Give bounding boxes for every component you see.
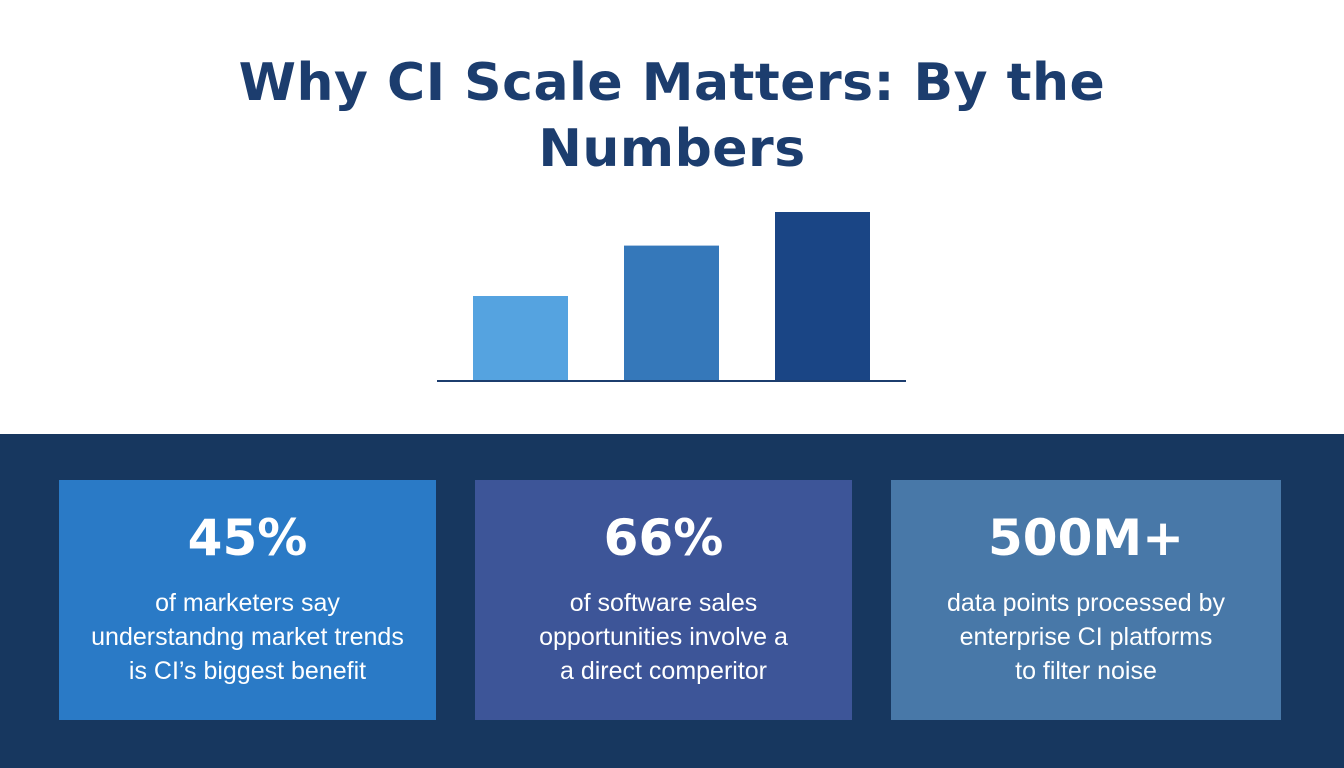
stat-description-line: of marketers say (155, 589, 340, 617)
stat-description-line: understandng market trends (91, 623, 404, 651)
stat-description-line: a direct comperitor (559, 657, 768, 685)
stat-description-line: opportunities involve a (539, 623, 788, 651)
stat-description: data points processed by enterprise CI p… (901, 586, 1271, 688)
chart-bar (473, 296, 568, 380)
stat-description-line: data points processed by (947, 589, 1225, 617)
chart-bar (775, 212, 870, 380)
header-section: Why CI Scale Matters: By the Numbers (0, 50, 1344, 382)
page-title-line-2: Numbers (538, 119, 806, 179)
stat-description: of software sales opportunities involve … (485, 586, 842, 688)
stat-value: 500M+ (987, 509, 1185, 567)
stat-card-software-sales: 66% of software sales opportunities invo… (475, 480, 852, 720)
chart-bar (624, 245, 719, 380)
stat-description-line: enterprise CI platforms (959, 623, 1213, 651)
stat-card-marketers: 45% of marketers say understandng market… (59, 480, 436, 720)
stat-description-line: is CI’s biggest benefit (128, 657, 367, 685)
stat-card-data-points: 500M+ data points processed by enterpris… (891, 480, 1281, 720)
stat-value: 66% (603, 509, 724, 567)
stat-description: of marketers say understandng market tre… (69, 586, 426, 688)
bar-chart (437, 212, 906, 382)
stat-description-line: of software sales (569, 589, 758, 617)
stat-value: 45% (187, 509, 308, 567)
stats-band: 45% of marketers say understandng market… (0, 434, 1344, 768)
stat-description-line: to filter noise (1015, 657, 1157, 685)
page-title: Why CI Scale Matters: By the Numbers (0, 50, 1344, 182)
page-title-line-1: Why CI Scale Matters: By the (238, 53, 1106, 113)
